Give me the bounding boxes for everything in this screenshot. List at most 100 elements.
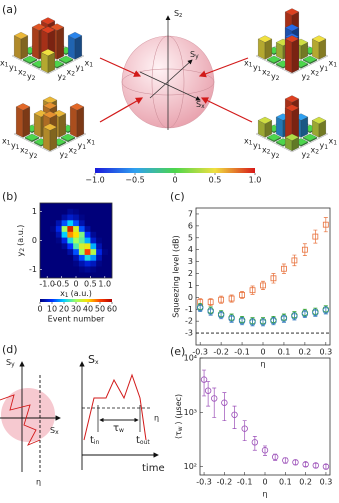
- heat-cell: [84, 220, 91, 227]
- bar-side: [264, 38, 272, 60]
- heat-cell: [61, 237, 68, 244]
- marker: [204, 387, 212, 394]
- tick-label: −0.5: [125, 176, 144, 185]
- label-main: ⟨τ: [174, 431, 183, 439]
- heat-cell: [50, 214, 57, 221]
- bar-side: [41, 52, 49, 74]
- error-bar: [242, 420, 247, 442]
- heat-cell: [73, 214, 80, 221]
- label-main: y: [253, 62, 258, 71]
- label-main: y: [27, 71, 32, 80]
- heat-cell: [101, 249, 108, 256]
- marker: [207, 308, 214, 315]
- heat-cell: [84, 226, 91, 233]
- x-tick-label: 0: [73, 280, 78, 289]
- error-bar: [302, 243, 307, 257]
- label-sub: 2: [306, 74, 310, 81]
- error-bar: [198, 304, 203, 312]
- label-sub: 1: [91, 139, 95, 146]
- bar-3d: [266, 55, 282, 65]
- label-sub: out: [140, 439, 150, 446]
- marker: [211, 395, 218, 402]
- x-tick-label: -0.2: [217, 478, 233, 487]
- label-sub: 2: [267, 148, 271, 155]
- heat-cell: [96, 237, 103, 244]
- error-bar: [323, 306, 328, 315]
- heat-cell: [44, 243, 51, 250]
- label-sub: 1: [7, 139, 11, 146]
- marker: [312, 233, 319, 240]
- panel-label: (b): [2, 190, 18, 203]
- label-main: x: [329, 58, 334, 67]
- bar-side: [14, 35, 22, 60]
- heat-cell: [96, 208, 103, 215]
- bar-side: [56, 26, 64, 60]
- panel-label: (a): [2, 3, 17, 16]
- heat-cell: [73, 208, 80, 215]
- bar-side: [276, 116, 284, 138]
- label-sub: x: [201, 103, 205, 110]
- label-sub: 2: [276, 152, 280, 159]
- label-main: y: [58, 71, 63, 80]
- heat-cell: [44, 260, 51, 267]
- label-rest: ⟩ (μsec): [174, 394, 183, 424]
- bar-side: [16, 106, 24, 138]
- heat-cell: [96, 254, 103, 261]
- label-sub: 2: [315, 148, 319, 155]
- x-tick-label: 0.5: [84, 280, 97, 289]
- label-main: x: [311, 67, 316, 76]
- label-main: x: [262, 67, 267, 76]
- label-sub: 1: [324, 65, 328, 72]
- tick-label: 20: [59, 305, 69, 314]
- heat-cell: [101, 243, 108, 250]
- heat-cell: [78, 208, 85, 215]
- heat-cell: [44, 208, 51, 215]
- heat-cell: [96, 214, 103, 221]
- heat-cell: [96, 249, 103, 256]
- label-main: x: [20, 145, 25, 154]
- bar-3d: [24, 133, 40, 143]
- heat-cell: [101, 237, 108, 244]
- error-bar: [250, 318, 255, 327]
- axis-label: x2: [311, 145, 320, 155]
- y-tick-label: 1: [32, 207, 37, 216]
- heat-cell: [78, 231, 85, 238]
- marker: [292, 459, 299, 466]
- y-tick-label: 2: [188, 269, 193, 278]
- heat-cell: [50, 237, 57, 244]
- label-sub: 1: [89, 61, 93, 68]
- label-sub: 2: [32, 74, 36, 81]
- tau-w: τw: [113, 423, 124, 434]
- label-sub: x: [55, 429, 59, 436]
- marker: [302, 461, 309, 468]
- label-sub: 2: [23, 70, 27, 77]
- y-tick-label: -1: [29, 265, 37, 274]
- heat-cell: [84, 260, 91, 267]
- tick-label: 10: [47, 305, 57, 314]
- label-sub: 1: [249, 61, 253, 68]
- error-bar: [302, 310, 307, 318]
- axis-label: Sx: [50, 426, 59, 436]
- axis-label: Sy: [6, 358, 15, 368]
- heat-cell: [96, 220, 103, 227]
- heat-cell: [55, 243, 62, 250]
- marker: [322, 221, 329, 228]
- label-sub: 1: [258, 143, 262, 150]
- bar-side: [32, 26, 40, 60]
- y-tick-label: 10³: [184, 408, 197, 417]
- heat-cell: [55, 231, 62, 238]
- x-tick-label: 0: [260, 348, 265, 357]
- axis-label: y1: [320, 62, 329, 72]
- heat-cell: [55, 220, 62, 227]
- t-in: tin: [90, 435, 100, 446]
- bar-top: [284, 8, 300, 16]
- bar-side: [312, 38, 320, 60]
- time-label: time: [142, 463, 165, 474]
- label-sub: 1: [333, 61, 337, 68]
- marker: [238, 317, 246, 325]
- axis-label: y1: [253, 140, 262, 150]
- label-main: x: [244, 58, 249, 67]
- x-tick-label: 0.3: [320, 478, 333, 487]
- bar-3d: [58, 55, 74, 65]
- bar-3d: [13, 32, 29, 60]
